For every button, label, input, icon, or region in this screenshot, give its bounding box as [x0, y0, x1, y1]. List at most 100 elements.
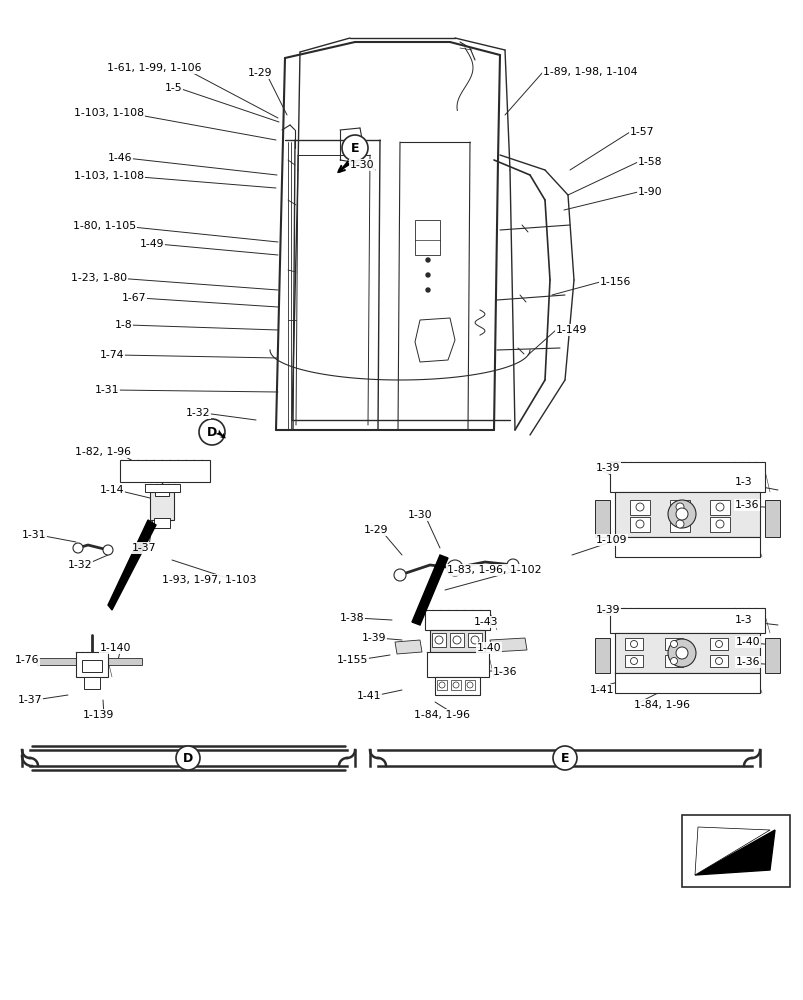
Bar	[681, 815, 789, 887]
Polygon shape	[37, 658, 84, 665]
Bar	[464, 680, 475, 690]
Circle shape	[438, 682, 444, 688]
Text: 1-76: 1-76	[15, 655, 39, 665]
Text: 1-8: 1-8	[115, 320, 132, 330]
Circle shape	[103, 545, 113, 555]
Text: 1-109: 1-109	[595, 535, 626, 545]
Bar	[614, 537, 759, 557]
Circle shape	[675, 520, 683, 528]
Text: 1-3: 1-3	[734, 477, 752, 487]
Circle shape	[635, 503, 643, 511]
Bar	[120, 460, 210, 482]
Text: 1-32: 1-32	[68, 560, 92, 570]
Circle shape	[73, 543, 83, 553]
Text: 1-39: 1-39	[361, 633, 386, 643]
Circle shape	[715, 520, 723, 528]
Bar	[624, 638, 642, 650]
Text: 1-149: 1-149	[556, 325, 587, 335]
Text: 1-5: 1-5	[165, 83, 182, 93]
Text: 1-67: 1-67	[122, 293, 146, 303]
Text: 1-90: 1-90	[638, 187, 662, 197]
Circle shape	[635, 520, 643, 528]
Bar	[709, 638, 727, 650]
Circle shape	[393, 569, 406, 581]
Text: 1-3: 1-3	[734, 615, 752, 625]
Bar	[425, 610, 489, 630]
Polygon shape	[489, 638, 526, 652]
Text: 1-74: 1-74	[100, 350, 124, 360]
Text: 1-61, 1-99, 1-106: 1-61, 1-99, 1-106	[107, 63, 202, 73]
Bar	[630, 500, 649, 515]
Circle shape	[715, 503, 723, 511]
Polygon shape	[764, 638, 779, 673]
Text: D: D	[182, 752, 193, 764]
Text: 1-14: 1-14	[100, 485, 124, 495]
Circle shape	[670, 658, 677, 664]
Bar	[630, 517, 649, 532]
Text: E: E	[560, 752, 569, 764]
Text: 1-140: 1-140	[100, 643, 132, 653]
Polygon shape	[411, 555, 447, 625]
Text: 1-23, 1-80: 1-23, 1-80	[71, 273, 127, 283]
Bar	[76, 652, 108, 677]
Circle shape	[452, 682, 459, 688]
Circle shape	[434, 636, 442, 644]
Text: 1-37: 1-37	[132, 543, 157, 553]
Polygon shape	[108, 520, 156, 610]
Bar	[614, 492, 759, 537]
Text: 1-83, 1-96, 1-102: 1-83, 1-96, 1-102	[446, 565, 541, 575]
Text: 1-41: 1-41	[357, 691, 381, 701]
Text: 1-31: 1-31	[95, 385, 120, 395]
Text: 1-49: 1-49	[140, 239, 165, 249]
Circle shape	[199, 419, 225, 445]
Circle shape	[667, 500, 695, 528]
Bar	[669, 500, 689, 515]
Polygon shape	[694, 827, 769, 875]
Circle shape	[426, 288, 430, 292]
Text: 1-58: 1-58	[638, 157, 662, 167]
Bar	[84, 677, 100, 689]
Bar	[664, 638, 683, 650]
Text: D: D	[206, 426, 217, 438]
Text: 1-57: 1-57	[630, 127, 654, 137]
Text: 1-36: 1-36	[492, 667, 517, 677]
Text: 1-103, 1-108: 1-103, 1-108	[74, 108, 144, 118]
Text: 1-156: 1-156	[599, 277, 630, 287]
Bar	[624, 655, 642, 667]
Bar	[431, 633, 446, 647]
Bar	[614, 673, 759, 693]
Text: 1-37: 1-37	[18, 695, 43, 705]
Bar	[709, 517, 729, 532]
Circle shape	[675, 503, 683, 511]
Polygon shape	[594, 500, 609, 537]
Text: 1-36: 1-36	[734, 500, 759, 510]
Circle shape	[667, 639, 695, 667]
Text: 1-139: 1-139	[83, 710, 114, 720]
Circle shape	[176, 746, 200, 770]
Polygon shape	[394, 640, 422, 654]
Bar	[150, 492, 173, 520]
Bar	[450, 680, 460, 690]
Bar	[669, 517, 689, 532]
Polygon shape	[764, 500, 779, 537]
Text: 1-30: 1-30	[407, 510, 432, 520]
Bar	[437, 680, 446, 690]
Text: 1-84, 1-96: 1-84, 1-96	[634, 700, 689, 710]
Circle shape	[675, 647, 687, 659]
Circle shape	[471, 636, 479, 644]
Text: 1-32: 1-32	[185, 408, 210, 418]
Bar	[414, 220, 439, 255]
Circle shape	[670, 641, 677, 648]
Text: 1-36: 1-36	[735, 657, 760, 667]
Bar	[154, 518, 169, 528]
Text: 1-29: 1-29	[247, 68, 272, 78]
Text: 1-93, 1-97, 1-103: 1-93, 1-97, 1-103	[161, 575, 256, 585]
Bar	[709, 500, 729, 515]
Bar	[155, 488, 169, 496]
Bar	[145, 484, 180, 492]
Circle shape	[467, 682, 472, 688]
Text: 1-80, 1-105: 1-80, 1-105	[73, 221, 136, 231]
Circle shape	[426, 273, 430, 277]
Text: 1-40: 1-40	[735, 637, 760, 647]
Circle shape	[630, 641, 637, 648]
